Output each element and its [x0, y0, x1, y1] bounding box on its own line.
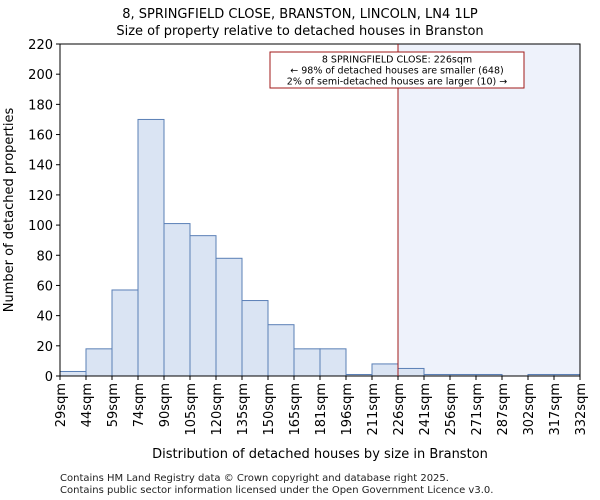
y-tick-label-80: 80 — [36, 249, 53, 264]
bar-226sqm — [397, 367, 425, 377]
x-tick-label-105sqm: 105sqm — [184, 383, 199, 436]
y-tick-label-0: 0 — [45, 370, 53, 385]
y-tick-label-200: 200 — [28, 68, 53, 83]
annotation-line-1: 8 SPRINGFIELD CLOSE: 226sqm — [322, 55, 472, 66]
x-tick-label-165sqm: 165sqm — [288, 383, 303, 436]
bar-90sqm — [163, 223, 191, 377]
x-tick-label-226sqm: 226sqm — [392, 383, 407, 436]
x-tick-label-90sqm: 90sqm — [158, 383, 173, 427]
bar-135sqm — [241, 300, 269, 377]
y-tick-label-160: 160 — [28, 129, 53, 144]
highlight-region — [398, 44, 580, 376]
chart-title-line2: Size of property relative to detached ho… — [116, 24, 483, 39]
x-tick-label-302sqm: 302sqm — [522, 383, 537, 436]
y-tick-label-60: 60 — [36, 279, 53, 294]
x-tick-label-59sqm: 59sqm — [106, 383, 121, 427]
y-tick-label-40: 40 — [36, 310, 53, 325]
y-tick-label-140: 140 — [28, 159, 53, 174]
chart: 8, SPRINGFIELD CLOSE, BRANSTON, LINCOLN,… — [2, 7, 589, 462]
x-tick-label-74sqm: 74sqm — [132, 383, 147, 427]
y-tick-label-180: 180 — [28, 98, 53, 113]
bar-150sqm — [267, 324, 295, 377]
y-tick-label-20: 20 — [36, 340, 53, 355]
bar-211sqm — [371, 363, 399, 377]
y-tick-label-120: 120 — [28, 189, 53, 204]
footer-line2: Contains public sector information licen… — [60, 485, 494, 496]
annotation-box — [269, 51, 525, 89]
footer-line1: Contains HM Land Registry data © Crown c… — [60, 473, 449, 484]
x-tick-label-29sqm: 29sqm — [54, 383, 69, 427]
bar-105sqm — [189, 235, 217, 377]
x-tick-label-211sqm: 211sqm — [366, 383, 381, 436]
x-tick-label-150sqm: 150sqm — [262, 383, 277, 436]
y-axis-label: Number of detached properties — [2, 108, 17, 313]
bar-165sqm — [293, 348, 321, 377]
bar-29sqm — [59, 370, 87, 377]
x-tick-label-135sqm: 135sqm — [236, 383, 251, 436]
annotation-line-3: 2% of semi-detached houses are larger (1… — [287, 77, 507, 88]
x-tick-label-317sqm: 317sqm — [548, 383, 563, 436]
x-axis-label: Distribution of detached houses by size … — [152, 447, 488, 462]
chart-title-line1: 8, SPRINGFIELD CLOSE, BRANSTON, LINCOLN,… — [122, 7, 478, 22]
bar-120sqm — [215, 257, 243, 377]
x-tick-label-271sqm: 271sqm — [470, 383, 485, 436]
x-tick-label-241sqm: 241sqm — [418, 383, 433, 436]
bar-59sqm — [111, 289, 139, 377]
x-tick-label-332sqm: 332sqm — [574, 383, 589, 436]
bar-44sqm — [85, 348, 113, 377]
x-tick-label-181sqm: 181sqm — [314, 383, 329, 436]
annotation-line-2: ← 98% of detached houses are smaller (64… — [290, 66, 503, 77]
bar-181sqm — [319, 348, 347, 377]
bar-74sqm — [137, 118, 165, 377]
x-tick-label-44sqm: 44sqm — [80, 383, 95, 427]
y-tick-label-220: 220 — [28, 38, 53, 53]
x-tick-label-196sqm: 196sqm — [340, 383, 355, 436]
x-tick-label-287sqm: 287sqm — [496, 383, 511, 436]
plot-area: 0 20 40 60 80 100 120 140 160 180 200 220 29sqm 44sqm… — [28, 38, 589, 436]
y-tick-label-100: 100 — [28, 219, 53, 234]
x-tick-label-256sqm: 256sqm — [444, 383, 459, 436]
x-tick-label-120sqm: 120sqm — [210, 383, 225, 436]
